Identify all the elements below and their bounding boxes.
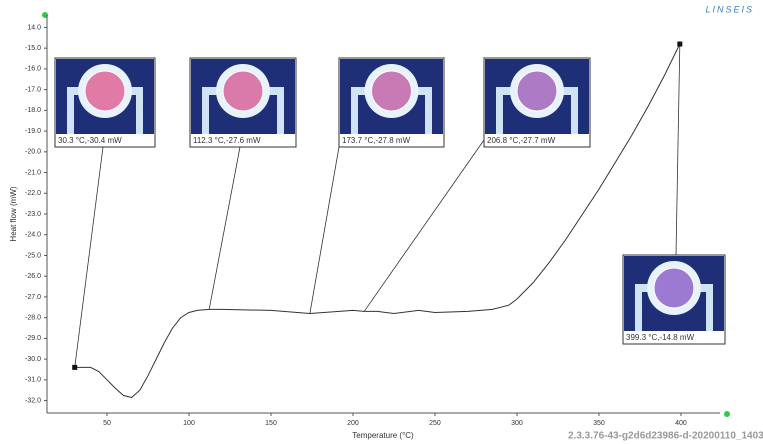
y-tick-label: -23.0 [25,211,41,218]
y-tick-label: -32.0 [25,397,41,404]
holder-left [202,91,209,134]
sample [223,71,263,111]
x-tick-label: 350 [593,420,605,427]
y-tick-label: -26.0 [25,273,41,280]
annotation-label: 206.8 °C,-27.7 mW [487,136,556,145]
x-tick-label: 50 [103,420,111,427]
holder-left [67,91,74,134]
sample [372,71,412,111]
y-tick-label: -17.0 [25,86,41,93]
y-tick-label: -29.0 [25,335,41,342]
annotation-box: 30.3 °C,-30.4 mW [55,58,155,147]
y-tick-label: -24.0 [25,232,41,239]
holder-right [425,91,432,134]
x-tick-label: 250 [429,420,441,427]
y-tick-label: -30.0 [25,356,41,363]
y-tick-label: 14.0 [27,24,41,31]
x-tick-label: 300 [511,420,523,427]
holder-right [277,91,284,134]
holder-left [351,91,358,134]
y-tick-label: -25.0 [25,252,41,259]
logo: LINSEIS [705,4,754,14]
corner-handle [724,411,730,417]
annotation-box: 399.3 °C,-14.8 mW [623,255,725,344]
holder-left [635,288,642,331]
footer: 2.3.3.76-43-g2d6d23986-d-20200110_14031 [568,431,763,442]
x-tick-label: 100 [183,420,195,427]
x-tick-label: 400 [675,420,687,427]
y-tick-label: -19.0 [25,128,41,135]
annotation-label: 399.3 °C,-14.8 mW [626,333,695,342]
sample [85,71,125,111]
annotation-label: 30.3 °C,-30.4 mW [58,136,122,145]
holder-right [571,91,578,134]
holder-right [706,288,713,331]
holder-left [496,91,503,134]
sample [654,268,694,308]
annotation-box: 206.8 °C,-27.7 mW [484,58,590,147]
holder-right [136,91,143,134]
y-tick-label: -21.0 [25,169,41,176]
annotation-box: 112.3 °C,-27.6 mW [190,58,296,147]
annotation-box: 173.7 °C,-27.8 mW [339,58,444,147]
x-axis-label: Temperature (°C) [352,431,414,440]
y-axis-label: Heat flow (mW) [9,186,18,241]
y-tick-label: -16.0 [25,66,41,73]
x-tick-label: 150 [265,420,277,427]
x-tick-label: 200 [347,420,359,427]
y-tick-label: -20.0 [25,149,41,156]
y-tick-label: -22.0 [25,190,41,197]
y-tick-label: -27.0 [25,294,41,301]
annotation-label: 173.7 °C,-27.8 mW [342,136,411,145]
sample [517,71,557,111]
annotation-point [677,42,682,47]
annotation-point [72,365,77,370]
y-tick-label: -31.0 [25,377,41,384]
y-tick-label: -18.0 [25,107,41,114]
chart: LINSEIS 2.3.3.76-43-g2d6d23986-d-2020011… [0,0,763,444]
annotation-label: 112.3 °C,-27.6 mW [193,136,261,145]
y-tick-label: -15.0 [25,45,41,52]
y-tick-label: -28.0 [25,314,41,321]
